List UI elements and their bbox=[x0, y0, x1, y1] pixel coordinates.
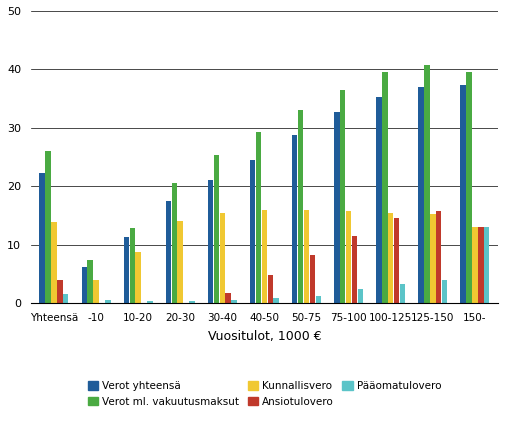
Bar bbox=[442, 280, 447, 303]
Bar bbox=[105, 300, 111, 303]
Bar bbox=[310, 255, 315, 303]
Bar bbox=[57, 280, 63, 303]
Bar bbox=[147, 301, 153, 303]
Bar bbox=[304, 210, 309, 303]
Bar bbox=[262, 210, 267, 303]
Bar bbox=[189, 301, 195, 303]
Bar bbox=[268, 275, 273, 303]
Bar bbox=[472, 227, 478, 303]
Bar bbox=[256, 133, 261, 303]
Bar bbox=[394, 218, 399, 303]
Bar bbox=[166, 201, 171, 303]
Bar bbox=[334, 112, 339, 303]
Bar bbox=[478, 227, 483, 303]
Bar bbox=[214, 155, 219, 303]
Bar bbox=[81, 267, 87, 303]
Bar bbox=[220, 213, 225, 303]
Bar bbox=[352, 236, 357, 303]
Bar bbox=[177, 221, 183, 303]
Bar bbox=[93, 280, 99, 303]
Bar bbox=[484, 226, 489, 303]
Bar bbox=[358, 288, 363, 303]
Bar bbox=[340, 90, 345, 303]
Bar bbox=[45, 151, 51, 303]
Bar bbox=[298, 110, 304, 303]
Bar bbox=[430, 214, 435, 303]
Bar bbox=[418, 87, 424, 303]
Bar bbox=[39, 173, 45, 303]
Bar bbox=[388, 213, 393, 303]
Bar bbox=[63, 294, 69, 303]
Bar bbox=[400, 285, 405, 303]
Bar bbox=[231, 300, 237, 303]
Bar bbox=[382, 72, 387, 303]
Bar bbox=[274, 298, 279, 303]
Bar bbox=[129, 228, 135, 303]
Bar bbox=[172, 183, 177, 303]
Bar bbox=[87, 261, 93, 303]
Bar bbox=[226, 293, 231, 303]
Bar bbox=[346, 211, 351, 303]
Bar bbox=[424, 65, 430, 303]
Bar bbox=[208, 181, 213, 303]
Bar bbox=[376, 97, 382, 303]
Bar bbox=[51, 222, 57, 303]
Bar bbox=[436, 211, 441, 303]
Bar bbox=[316, 296, 321, 303]
Bar bbox=[292, 135, 297, 303]
Bar bbox=[461, 85, 466, 303]
Bar bbox=[135, 252, 141, 303]
Bar bbox=[466, 72, 472, 303]
Bar bbox=[250, 160, 256, 303]
Bar bbox=[124, 237, 129, 303]
Legend: Verot yhteensä, Verot ml. vakuutusmaksut, Kunnallisvero, Ansiotulovero, Pääomatu: Verot yhteensä, Verot ml. vakuutusmaksut… bbox=[87, 381, 441, 407]
X-axis label: Vuositulot, 1000 €: Vuositulot, 1000 € bbox=[208, 330, 321, 343]
